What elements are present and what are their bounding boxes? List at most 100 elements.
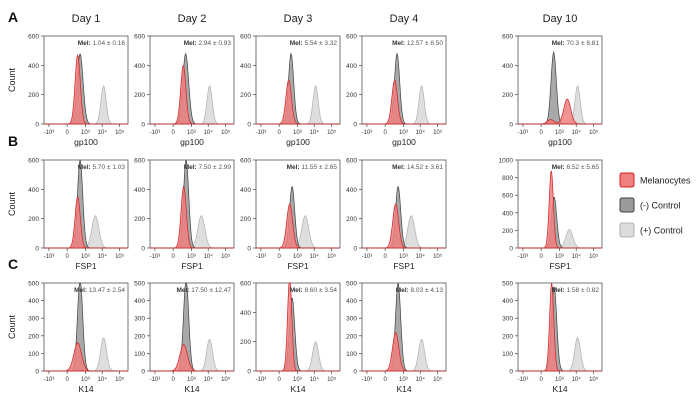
y-tick-label: 500 — [134, 281, 145, 288]
melanocytes-histogram — [150, 65, 234, 125]
x-tick-label: 10⁵ — [115, 129, 125, 136]
y-tick-label: 0 — [247, 246, 251, 253]
x-tick-label: 10⁴ — [98, 376, 108, 383]
y-tick-label: 600 — [346, 158, 357, 165]
y-tick-label: 200 — [502, 228, 513, 235]
plot-frame — [517, 282, 603, 372]
x-tick-label: -10³ — [150, 254, 161, 260]
marker-label: FSP1 — [549, 261, 571, 271]
x-tick-label: 10⁴ — [98, 253, 108, 260]
marker-label: FSP1 — [75, 261, 97, 271]
y-tick-label: 600 — [240, 158, 251, 165]
x-tick-label: 0 — [539, 130, 543, 136]
marker-label: gp100 — [180, 137, 204, 147]
x-tick-label: 0 — [65, 130, 69, 136]
x-tick-label: 10⁴ — [572, 129, 582, 136]
marker-label: gp100 — [392, 137, 416, 147]
histogram-plot: 0 100 200 300 400 500 -10³ 0 10³ 10⁴ 10⁵ K14 Mel: 8.… — [346, 281, 447, 394]
melanocytes-histogram — [518, 282, 602, 372]
y-tick-label: 0 — [141, 369, 145, 376]
y-tick-label: 200 — [346, 92, 357, 99]
y-tick-label: 600 — [134, 158, 145, 165]
melanocytes-histogram — [44, 53, 128, 125]
x-tick-label: 10⁴ — [204, 253, 214, 260]
histogram-panels: A Count 0 200 400 600 -10³ 0 10³ 10⁴ 10⁵ gp100 Mel: … — [7, 9, 603, 394]
histogram-plot: 0 200 400 600 800 1000 -10³ 0 10³ 10⁴ 10⁵ FSP1 Mel: … — [499, 158, 603, 271]
y-tick-label: 200 — [134, 333, 145, 340]
mel-stat: Mel: 1.58 ± 0.82 — [552, 287, 600, 294]
mel-stat: Mel: 2.94 ± 0.93 — [184, 40, 232, 47]
marker-label: gp100 — [548, 137, 572, 147]
x-tick-label: 10³ — [555, 254, 564, 260]
y-tick-label: 400 — [134, 63, 145, 70]
x-tick-label: -10³ — [150, 130, 161, 136]
x-tick-label: 10³ — [187, 130, 196, 136]
mel-stat: Mel: 1.04 ± 0.16 — [78, 40, 126, 47]
x-tick-label: 10⁵ — [589, 376, 599, 383]
x-tick-label: -10³ — [44, 254, 55, 260]
y-tick-label: 200 — [502, 333, 513, 340]
histogram-plot: 0 200 400 600 -10³ 0 10³ 10⁴ 10⁵ gp100 Mel: 1.04 ±… — [28, 34, 129, 147]
melanocytes-histogram — [362, 331, 446, 372]
plot-frame — [255, 159, 341, 249]
x-tick-label: 10³ — [555, 377, 564, 383]
legend-swatch — [619, 172, 635, 188]
histogram-plot: 0 100 200 300 400 500 -10³ 0 10³ 10⁴ 10⁵ K14 Mel: 17… — [134, 281, 235, 394]
y-tick-label: 200 — [28, 92, 39, 99]
x-tick-label: 10³ — [399, 254, 408, 260]
y-tick-label: 0 — [141, 246, 145, 253]
y-tick-label: 600 — [240, 281, 251, 288]
y-tick-label: 600 — [502, 193, 513, 200]
y-tick-label: 0 — [353, 246, 357, 253]
x-tick-label: 10³ — [293, 254, 302, 260]
y-tick-label: 200 — [134, 216, 145, 223]
melanocytes-histogram — [150, 185, 234, 249]
x-tick-label: 10⁴ — [310, 376, 320, 383]
y-tick-label: 800 — [502, 175, 513, 182]
x-tick-label: 10⁵ — [589, 253, 599, 260]
plot-frame — [517, 159, 603, 249]
y-tick-label: 0 — [353, 369, 357, 376]
x-tick-label: 10⁴ — [416, 253, 426, 260]
histogram-plot: 0 200 400 600 -10³ 0 10³ 10⁴ 10⁵ gp100 Mel: 2.94 ±… — [134, 34, 235, 147]
x-tick-label: -10³ — [518, 130, 529, 136]
x-tick-label: 10⁵ — [115, 253, 125, 260]
plot-frame — [517, 35, 603, 125]
mel-stat: Mel: 5.70 ± 1.03 — [78, 164, 126, 171]
x-tick-label: 10⁴ — [310, 129, 320, 136]
x-tick-label: -10³ — [44, 377, 55, 383]
x-tick-label: 10⁵ — [589, 129, 599, 136]
y-tick-label: 0 — [247, 369, 251, 376]
y-tick-label: 200 — [240, 92, 251, 99]
melanocytes-histogram — [256, 79, 340, 125]
legend-label: (-) Control — [640, 201, 681, 211]
day-headers: Day 1 Day 2 Day 3 Day 4 Day 10 — [72, 13, 578, 25]
x-tick-label: -10³ — [150, 377, 161, 383]
day-header: Day 10 — [543, 13, 578, 25]
y-tick-label: 100 — [28, 351, 39, 358]
y-tick-label: 0 — [35, 122, 39, 129]
x-tick-label: 10⁵ — [221, 376, 231, 383]
x-tick-label: 10⁵ — [221, 129, 231, 136]
mel-stat: Mel: 11.55 ± 2.65 — [287, 164, 338, 171]
y-tick-label: 200 — [346, 216, 357, 223]
mel-stat: Mel: 7.50 ± 2.99 — [184, 164, 232, 171]
marker-label: FSP1 — [181, 261, 203, 271]
histogram-plot: 0 200 400 600 -10³ 0 10³ 10⁴ 10⁵ FSP1 Mel: 7.50 ± … — [134, 158, 235, 271]
y-tick-label: 600 — [28, 34, 39, 41]
plot-frame — [149, 282, 235, 372]
legend: Melanocytes (-) Control (+) Control — [619, 172, 691, 238]
x-tick-label: 0 — [171, 130, 175, 136]
y-tick-label: 400 — [346, 298, 357, 305]
y-tick-label: 200 — [346, 333, 357, 340]
x-tick-label: -10³ — [518, 254, 529, 260]
mel-stat: Mel: 8.03 ± 4.13 — [396, 287, 444, 294]
y-tick-label: 500 — [346, 281, 357, 288]
melanocytes-histogram — [44, 195, 128, 249]
y-tick-label: 400 — [28, 298, 39, 305]
x-tick-label: 10⁴ — [416, 376, 426, 383]
y-tick-label: 0 — [509, 246, 513, 253]
day-header: Day 3 — [284, 13, 313, 25]
x-tick-label: 10⁵ — [433, 253, 443, 260]
x-tick-label: -10³ — [518, 377, 529, 383]
